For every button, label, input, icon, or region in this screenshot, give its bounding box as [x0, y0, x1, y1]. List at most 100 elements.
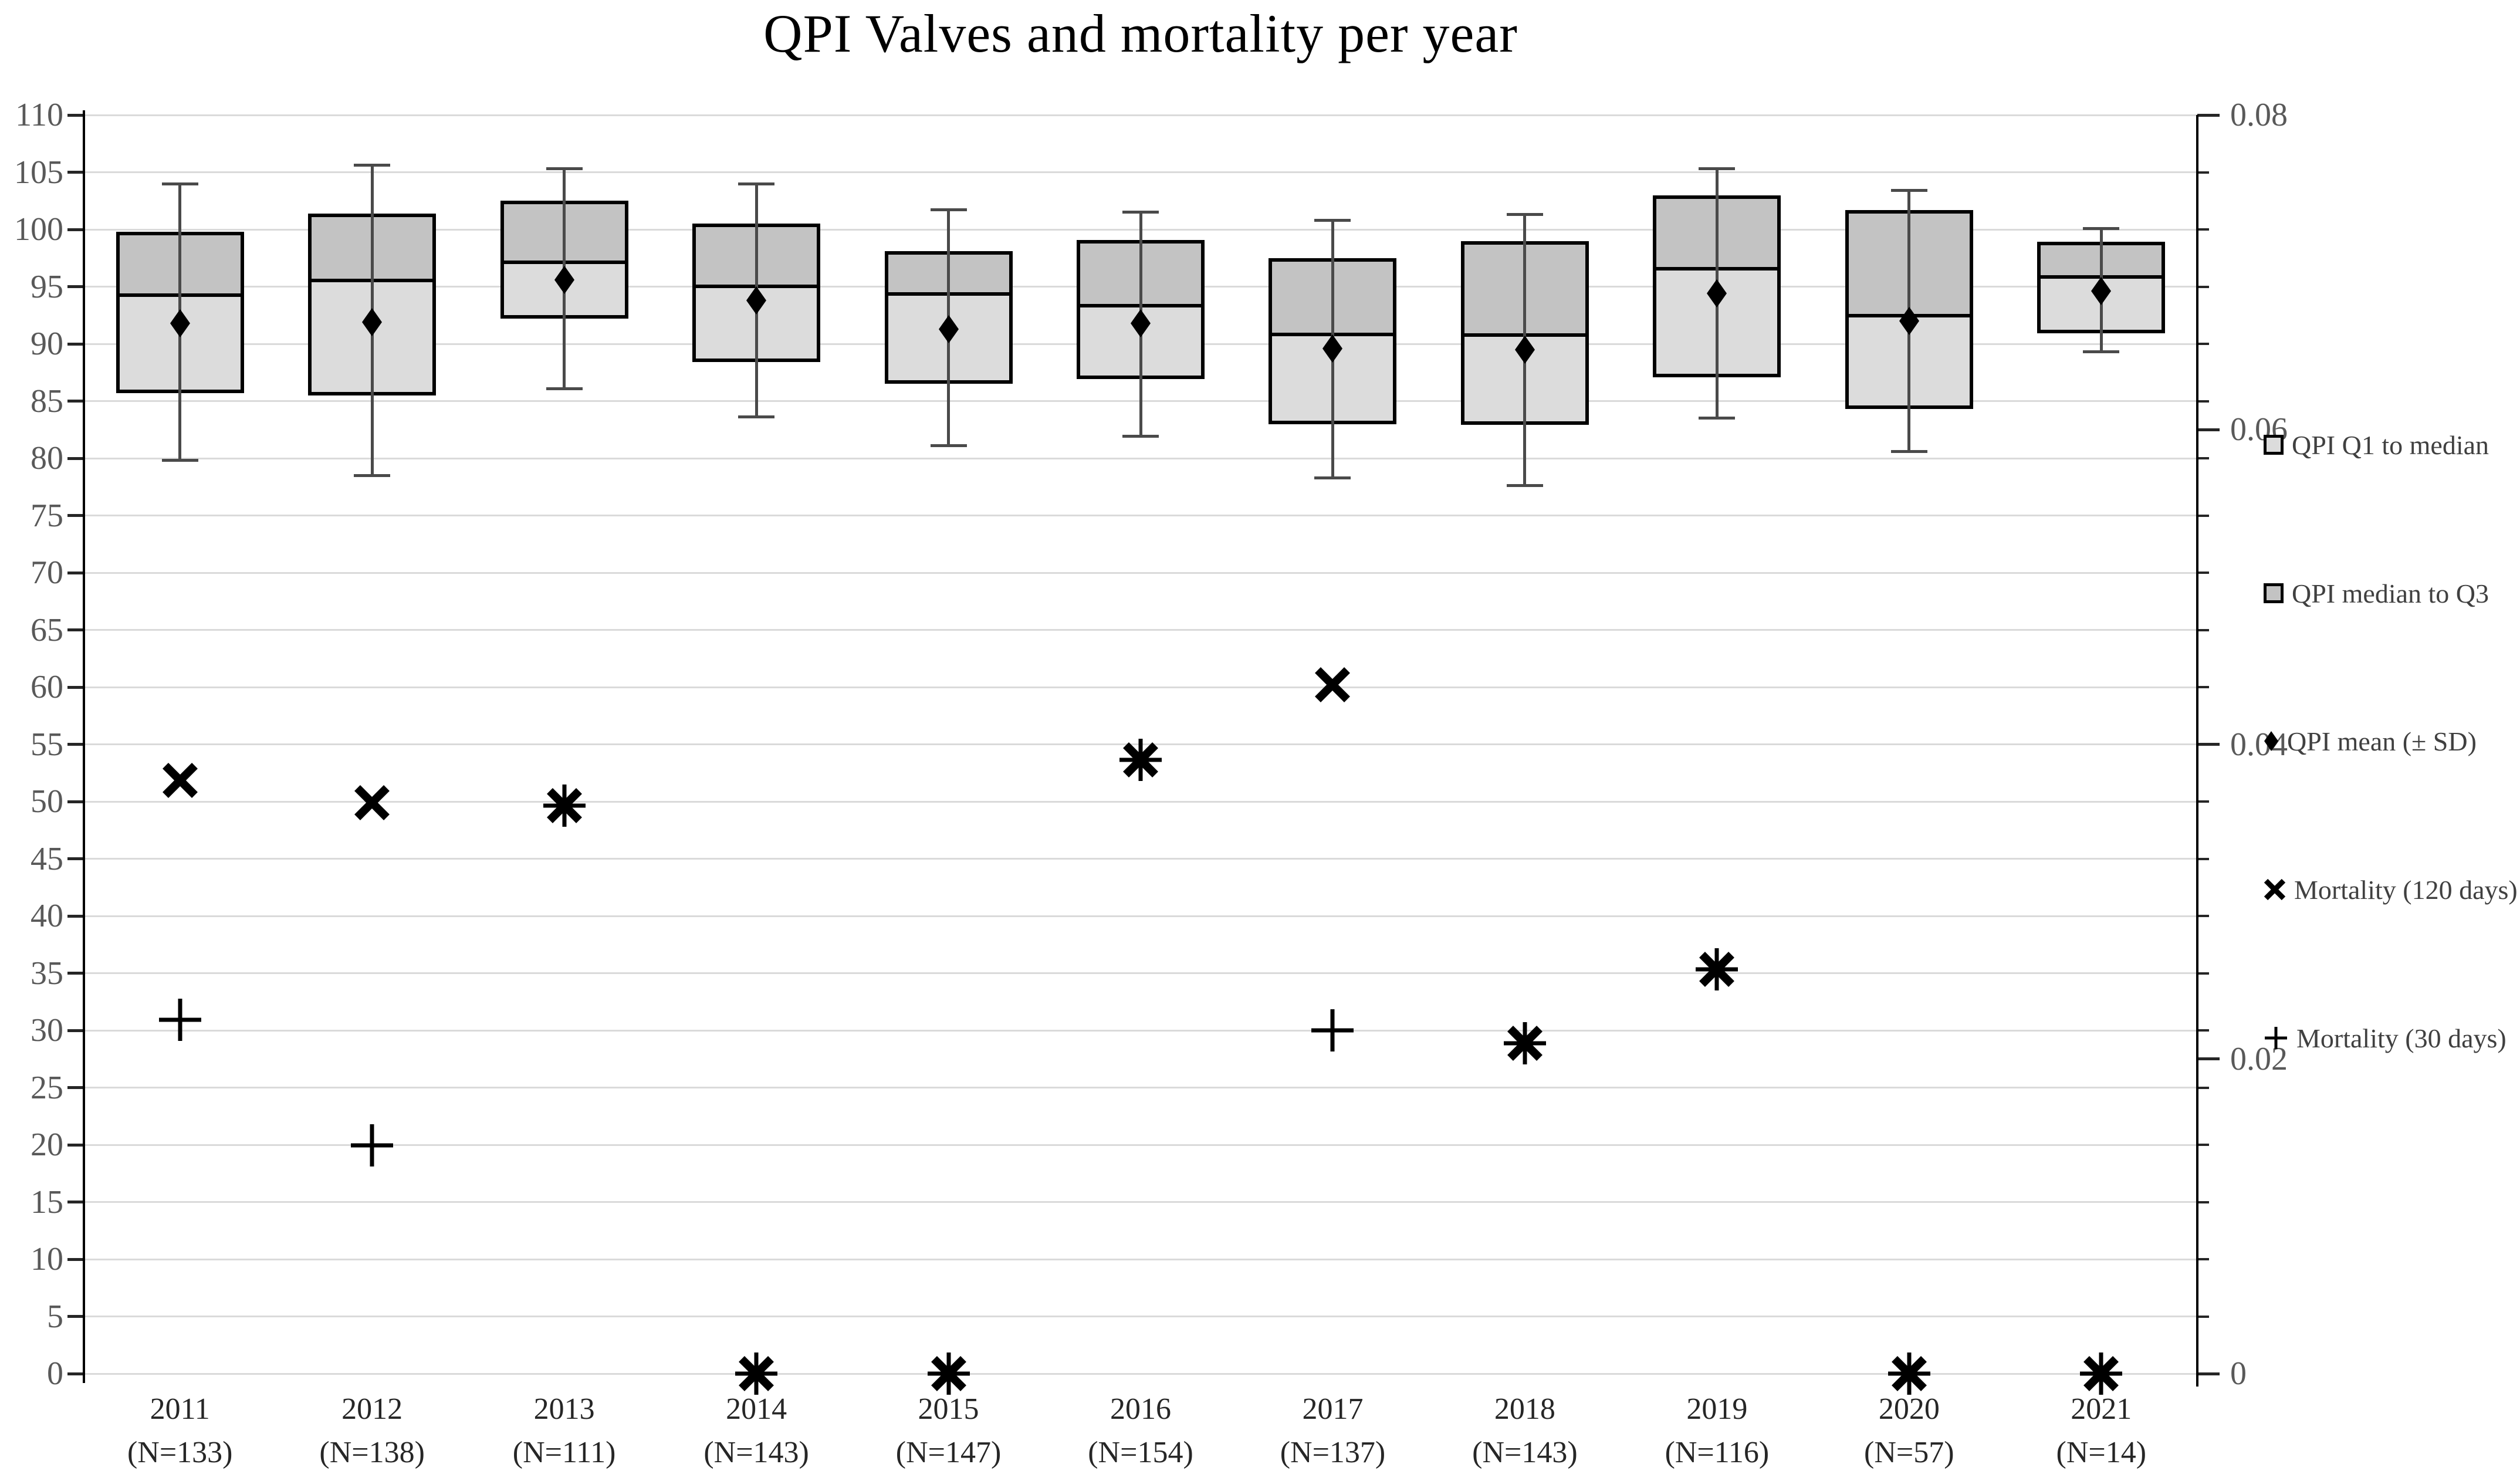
gridline [84, 972, 2197, 974]
right-axis-minor-tick [2197, 1086, 2209, 1089]
left-axis-tick-label: 25 [31, 1069, 63, 1106]
mortality-120-days-marker-2017 [1314, 666, 1351, 704]
right-axis-minor-tick [2197, 514, 2209, 517]
whisker-cap-bottom-2011 [161, 459, 198, 462]
left-axis-tick-label: 55 [31, 726, 63, 763]
x-axis-year-label: 2015 [918, 1392, 979, 1426]
gridline [84, 629, 2197, 631]
right-axis-minor-tick [2197, 228, 2209, 231]
x-axis-year-label: 2012 [341, 1392, 403, 1426]
x-axis-n-label: (N=111) [512, 1436, 616, 1469]
left-axis-tick-label: 5 [47, 1298, 63, 1335]
mortality-120-days-marker-2019 [1698, 951, 1736, 988]
mortality-120-days-marker-2018 [1506, 1024, 1544, 1062]
qpi-mean-marker-2021 [2090, 276, 2112, 306]
right-axis-minor-tick [2197, 343, 2209, 345]
right-axis-minor-tick [2197, 572, 2209, 574]
qpi-mean-marker-2014 [745, 285, 767, 316]
legend-item-light-square: QPI Q1 to median [2264, 426, 2489, 464]
left-axis-tick [67, 342, 84, 346]
left-axis-tick-label: 90 [31, 326, 63, 362]
whisker-cap-bottom-2012 [354, 474, 391, 477]
right-axis-minor-tick [2197, 1029, 2209, 1032]
x-axis-n-label: (N=14) [2056, 1436, 2147, 1469]
whisker-cap-bottom-2019 [1699, 417, 1736, 420]
left-axis-tick-label: 80 [31, 440, 63, 476]
x-axis-n-label: (N=133) [127, 1436, 233, 1469]
right-axis-tick-label: 0 [2230, 1355, 2247, 1392]
left-axis-tick [67, 628, 84, 631]
x-axis-year-label: 2014 [726, 1392, 787, 1426]
qpi-mean-marker-2018 [1514, 334, 1536, 365]
gridline [84, 858, 2197, 860]
left-axis-tick [67, 1372, 84, 1375]
whisker-cap-bottom-2015 [930, 444, 967, 448]
left-axis-tick-label: 75 [31, 497, 63, 534]
x-axis-n-label: (N=57) [1864, 1436, 1954, 1469]
chart-title: QPI Valves and mortality per year [763, 4, 1518, 63]
legend-label: Mortality (120 days) [2294, 874, 2518, 905]
whisker-cap-bottom-2013 [546, 387, 583, 390]
qpi-mean-marker-2015 [938, 314, 960, 344]
left-axis-tick-label: 110 [15, 97, 63, 133]
left-axis-tick [67, 1201, 84, 1203]
whisker-cap-top-2015 [930, 208, 967, 212]
legend-item-diamond: QPI mean (± SD) [2264, 722, 2477, 760]
left-axis-tick [67, 1315, 84, 1318]
mortality-120-days-marker-2012 [353, 784, 391, 821]
right-axis-tick [2197, 743, 2220, 746]
left-axis-tick-label: 45 [31, 840, 63, 877]
left-axis-tick [67, 113, 84, 117]
x-axis-n-label: (N=147) [895, 1436, 1002, 1469]
right-axis-tick [2197, 428, 2220, 431]
gridline [84, 800, 2197, 803]
left-axis-tick [67, 1143, 84, 1147]
whisker-cap-top-2018 [1506, 213, 1543, 217]
left-axis-tick [67, 743, 84, 746]
legend-label: Mortality (30 days) [2296, 1023, 2507, 1053]
x-axis-year-label: 2018 [1494, 1392, 1555, 1426]
right-axis-minor-tick [2197, 1201, 2209, 1203]
whisker-cap-top-2011 [161, 182, 198, 185]
gridline [84, 1144, 2197, 1146]
left-axis-tick [67, 400, 84, 403]
x-axis-n-label: (N=116) [1665, 1436, 1770, 1469]
whisker-cap-bottom-2020 [1890, 449, 1927, 453]
whisker-cap-bottom-2021 [2083, 350, 2120, 354]
gridline [84, 686, 2197, 688]
x-axis-n-label: (N=143) [1472, 1436, 1578, 1469]
left-axis-tick [67, 972, 84, 975]
qpi-mean-marker-2012 [361, 307, 383, 337]
mortality-30-days-marker-2017 [1310, 1007, 1355, 1053]
mortality-120-days-marker-2021 [2082, 1355, 2120, 1392]
left-axis-tick-label: 20 [31, 1127, 63, 1163]
whisker-cap-top-2014 [738, 182, 775, 185]
gridline [84, 1316, 2197, 1317]
right-axis-minor-tick [2197, 1315, 2209, 1318]
whisker-cap-top-2020 [1890, 189, 1927, 192]
left-axis-tick [67, 457, 84, 460]
right-axis-tick [2197, 1372, 2220, 1375]
x-axis-year-label: 2011 [150, 1392, 210, 1426]
right-axis-minor-tick [2197, 400, 2209, 403]
gridline [84, 1258, 2197, 1260]
mortality-120-days-marker-2011 [161, 762, 199, 799]
x-axis-n-label: (N=138) [319, 1436, 425, 1469]
left-axis-tick [67, 514, 84, 517]
gridline [84, 1029, 2197, 1032]
left-axis-tick-label: 10 [31, 1241, 63, 1277]
gridline [84, 1087, 2197, 1088]
whisker-cap-top-2012 [354, 164, 391, 167]
left-axis-tick [67, 685, 84, 689]
whisker-cap-top-2016 [1122, 211, 1159, 214]
mortality-120-days-marker-2020 [1890, 1355, 1928, 1392]
light-square-icon [2264, 435, 2284, 455]
gridline [84, 457, 2197, 459]
x-axis-year-label: 2019 [1686, 1392, 1748, 1426]
whisker-cap-bottom-2017 [1314, 476, 1351, 479]
right-axis-minor-tick [2197, 972, 2209, 975]
left-axis-tick-label: 60 [31, 669, 63, 705]
right-axis-tick-label: 0.02 [2230, 1040, 2288, 1077]
qpi-mean-marker-2013 [553, 265, 576, 295]
